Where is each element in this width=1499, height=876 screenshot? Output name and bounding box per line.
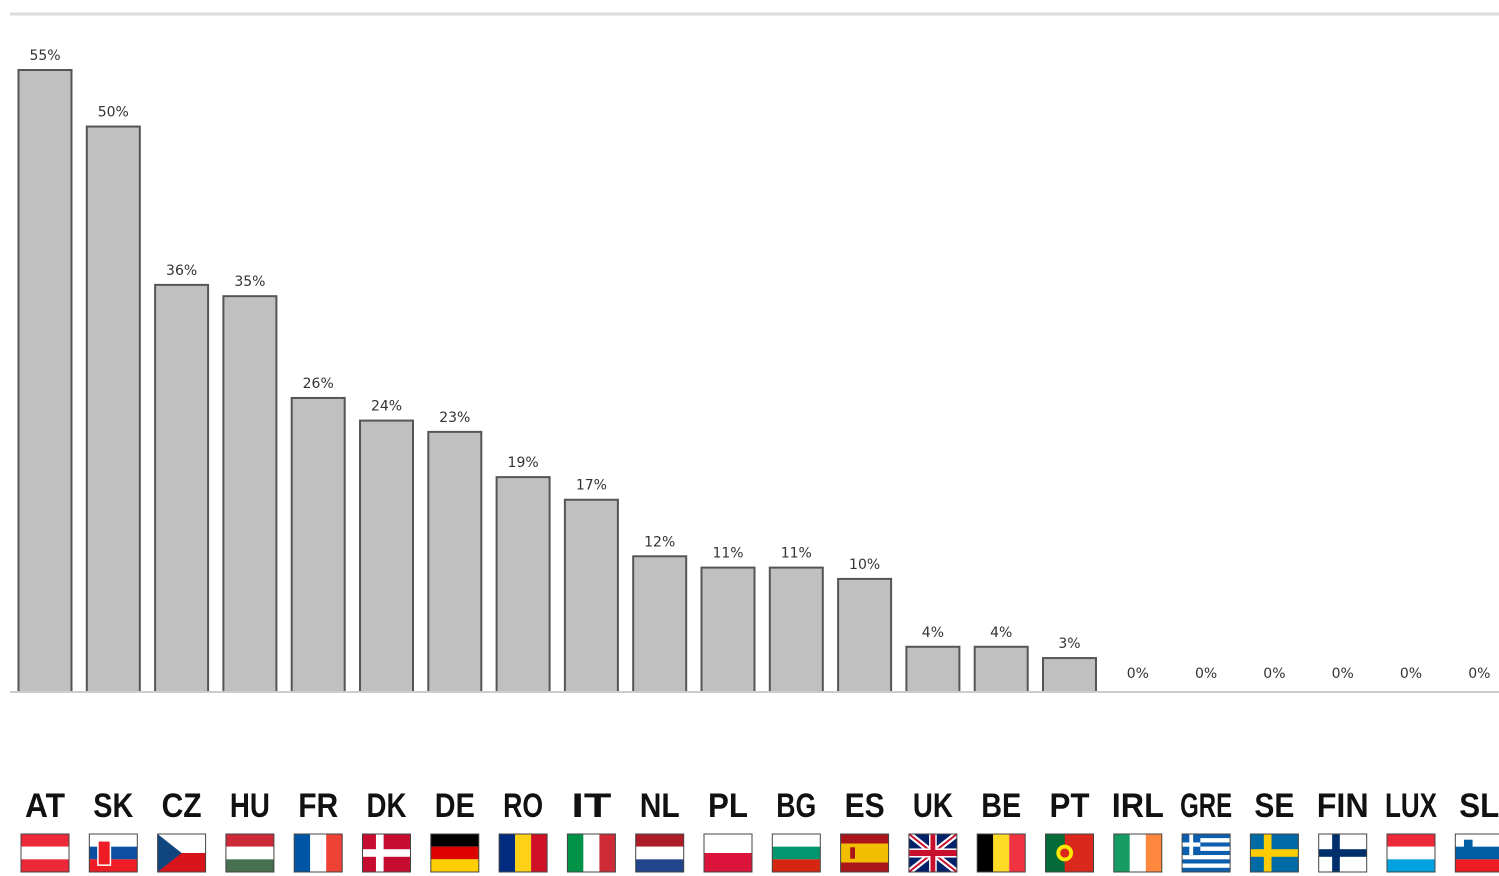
category-label-nl: NL (640, 787, 680, 825)
category-label-pt: PT (1050, 787, 1090, 825)
value-label-dk: 24% (371, 399, 402, 415)
finland-flag-icon (1318, 833, 1368, 873)
category-label-pl: PL (708, 787, 748, 825)
bar-bg (768, 566, 824, 693)
category-label-ro: RO (503, 787, 543, 825)
category-label-bg: BG (776, 787, 816, 825)
germany-flag-icon (430, 833, 480, 873)
value-label-sk: 50% (98, 105, 129, 121)
category-label-uk: UK (913, 787, 953, 825)
category-label-es: ES (845, 787, 885, 825)
bars-group: 55% 50% 36% 35% 26% 24% 23% 19% 17% 12% 11% 11% 10% 4… (17, 48, 1490, 694)
belgium-flag-icon (976, 833, 1026, 873)
romania-flag-icon (498, 833, 548, 873)
value-label-be: 4% (990, 625, 1012, 641)
value-label-de: 23% (439, 410, 470, 426)
category-label-gre: GRE (1180, 787, 1232, 825)
category-label-irl: IRL (1112, 787, 1164, 825)
sweden-flag-icon (1249, 833, 1299, 873)
value-label-lux: 0% (1400, 666, 1422, 682)
bar-pl (700, 566, 756, 693)
bar-nl (632, 555, 688, 693)
category-label-se: SE (1254, 787, 1294, 825)
bar-hu (222, 295, 278, 693)
value-label-uk: 4% (922, 625, 944, 641)
ireland-flag-icon (1113, 833, 1163, 873)
bar-pt (1042, 657, 1097, 694)
hungary-flag-icon (225, 833, 275, 873)
category-label-be: BE (981, 787, 1021, 825)
slovakia-flag-icon (88, 833, 138, 873)
value-label-it: 17% (576, 478, 607, 494)
category-label-it: IT (571, 787, 611, 825)
spain-flag-icon (840, 833, 890, 873)
greece-flag-icon (1181, 833, 1231, 873)
bar-es (837, 577, 893, 694)
czechia-flag-icon (157, 833, 207, 873)
category-labels-group: AT SK CZ HU FR DK DE RO IT NL PL BG ES UK BE PT IRL GRE SE… (25, 787, 1499, 825)
luxembourg-flag-icon (1386, 833, 1436, 873)
portugal-flag-icon (1045, 833, 1094, 873)
bar-ro (495, 476, 551, 693)
denmark-flag-icon (362, 833, 411, 873)
value-label-fin: 0% (1332, 666, 1354, 682)
bar-be (973, 645, 1029, 693)
value-label-at: 55% (29, 48, 60, 64)
uk-flag-icon (907, 831, 959, 875)
category-label-cz: CZ (162, 787, 202, 825)
austria-flag-icon (20, 833, 70, 873)
value-label-fr: 26% (303, 376, 334, 392)
category-label-lux: LUX (1385, 787, 1437, 825)
value-label-pt: 3% (1058, 636, 1080, 652)
poland-flag-icon (703, 833, 753, 873)
category-label-fr: FR (298, 787, 338, 825)
bar-fr (290, 396, 346, 693)
category-label-dk: DK (367, 787, 407, 825)
bar-at (17, 69, 73, 693)
bar-de (427, 430, 483, 693)
flags-group (20, 831, 1499, 875)
bar-dk (359, 419, 414, 693)
value-label-nl: 12% (644, 534, 675, 550)
value-label-se: 0% (1263, 666, 1285, 682)
value-label-ro: 19% (508, 455, 539, 471)
value-label-sl: 0% (1468, 666, 1490, 682)
category-label-hu: HU (230, 787, 270, 825)
italy-flag-icon (566, 833, 616, 873)
value-label-es: 10% (849, 557, 880, 573)
category-label-at: AT (25, 787, 65, 825)
bar-cz (154, 283, 210, 693)
bar-sk (85, 125, 141, 693)
category-label-sk: SK (93, 787, 133, 825)
value-label-pl: 11% (712, 546, 743, 562)
slovenia-flag-icon (1454, 833, 1499, 873)
netherlands-flag-icon (635, 833, 685, 873)
category-label-sl: SL (1459, 787, 1499, 825)
value-label-hu: 35% (234, 274, 265, 290)
bulgaria-flag-icon (771, 833, 821, 873)
value-label-irl: 0% (1127, 666, 1149, 682)
bar-it (563, 498, 619, 693)
value-label-bg: 11% (781, 546, 812, 562)
category-label-fin: FIN (1317, 787, 1369, 825)
category-label-de: DE (435, 787, 475, 825)
bar-uk (905, 645, 961, 693)
value-label-gre: 0% (1195, 666, 1217, 682)
france-flag-icon (293, 833, 343, 873)
value-label-cz: 36% (166, 263, 197, 279)
